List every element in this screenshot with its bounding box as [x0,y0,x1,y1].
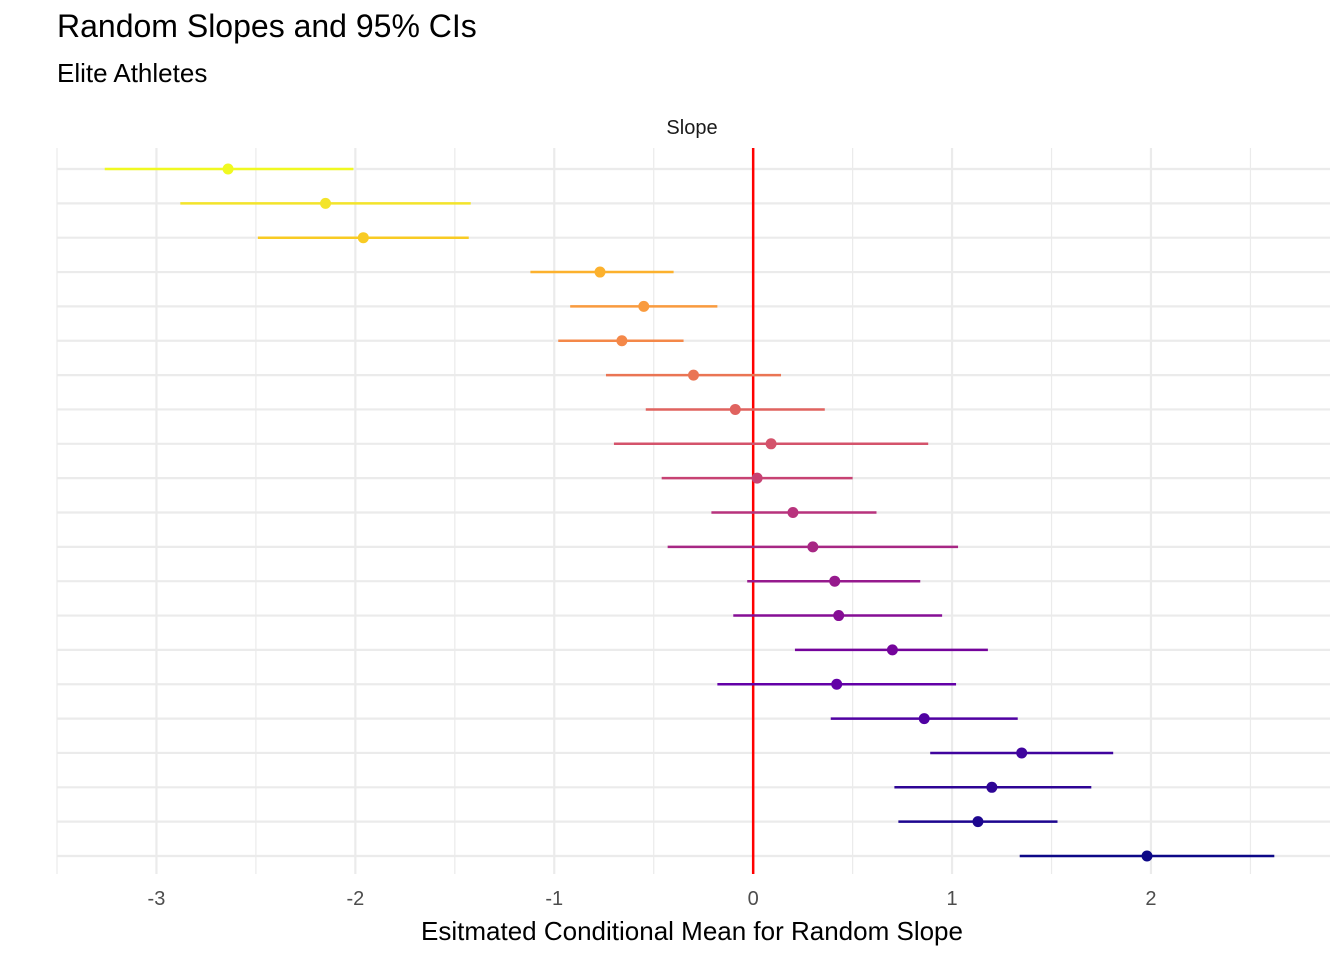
x-tick-labels: -3 -2 -1 0 1 2 [148,888,1157,910]
estimate-point [320,197,332,209]
estimate-point [833,610,845,622]
estimate-point [222,163,234,175]
chart-subtitle: Elite Athletes [57,58,208,88]
estimate-point [886,644,898,656]
x-tick-label: -3 [148,888,166,910]
estimate-point [638,300,650,312]
x-tick-label: 0 [748,888,759,910]
estimate-point [918,713,930,725]
estimate-point [765,438,777,450]
estimate-point [787,507,799,518]
estimate-point [1141,850,1153,862]
chart-title: Random Slopes and 95% CIs [57,8,477,44]
x-tick-label: -1 [545,888,563,910]
estimate-point [829,575,841,587]
estimate-point [688,369,699,381]
estimate-point [807,541,819,553]
facet-strip-label: Slope [666,117,717,139]
estimate-point [972,816,984,828]
estimate-point [1016,747,1028,759]
points-layer [222,163,1153,862]
estimate-point [729,403,741,415]
estimate-point [831,678,843,690]
x-tick-label: 2 [1145,888,1156,910]
estimate-point [986,781,998,793]
estimate-point [616,335,628,347]
estimate-point [357,232,369,244]
x-axis-title: Esitmated Conditional Mean for Random Sl… [421,916,963,946]
estimate-point [751,472,763,484]
grid-layer [56,148,1330,874]
x-tick-label: -2 [346,888,364,910]
x-tick-label: 1 [947,888,958,910]
estimate-point [594,266,606,278]
